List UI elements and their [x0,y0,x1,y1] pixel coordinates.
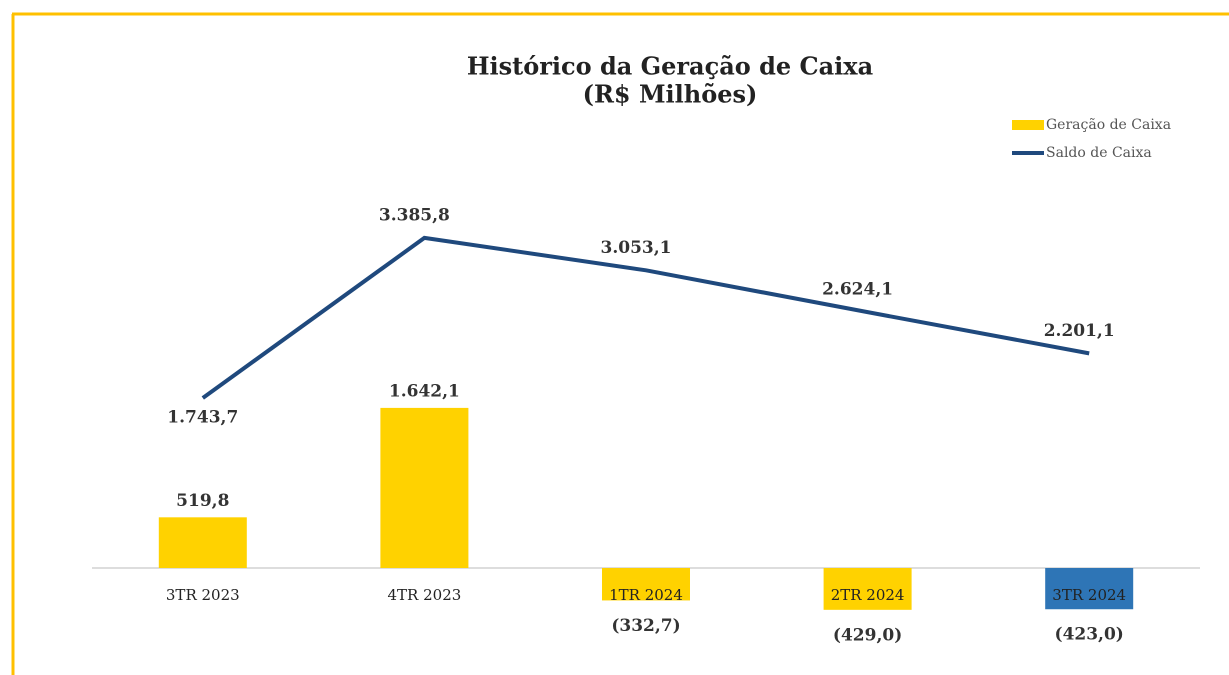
data-label: 3.053,1 [601,238,672,258]
bar [823,568,912,610]
x-tick-label: 2TR 2024 [831,586,905,604]
data-label: (332,7) [611,616,680,636]
data-label: 2.201,1 [1044,321,1115,341]
data-label: 2.624,1 [822,280,893,300]
data-label: 519,8 [176,491,229,511]
x-tick-label: 1TR 2024 [609,586,683,604]
data-label: (429,0) [833,625,902,645]
data-label: 1.743,7 [167,407,238,427]
data-label: 3.385,8 [379,205,450,225]
bar [602,568,690,601]
chart-title: Histórico da Geração de Caixa [467,52,873,81]
legend-swatch [1012,120,1044,130]
bar [1045,568,1134,610]
legend-label: Geração de Caixa [1046,117,1171,133]
x-tick-label: 4TR 2023 [388,586,462,604]
line [201,235,1090,400]
x-tick-label: 3TR 2024 [1052,586,1126,604]
data-label: (423,0) [1055,625,1124,645]
bar [158,517,247,568]
legend-label: Saldo de Caixa [1046,145,1152,161]
chart-subtitle: (R$ Milhões) [583,80,758,109]
x-tick-label: 3TR 2023 [166,586,240,604]
bar [380,407,469,568]
data-label: 1.642,1 [389,381,460,401]
